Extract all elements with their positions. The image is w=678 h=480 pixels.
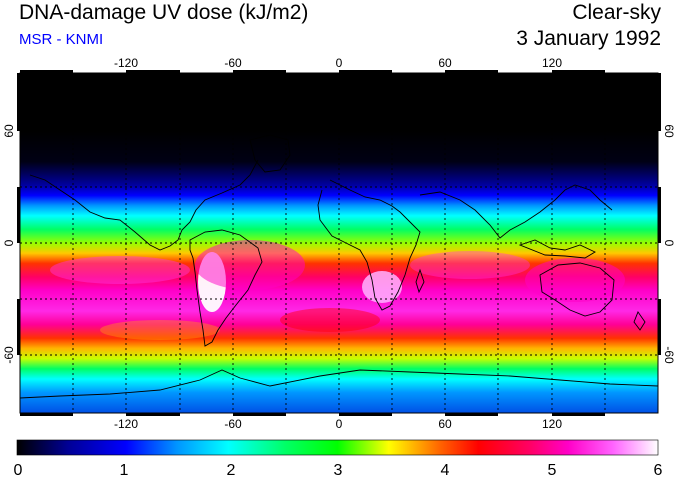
colorbar-label-3: 3 [334,462,343,479]
graticule [20,73,658,413]
source-label: MSR - KNMI [19,31,104,48]
lon-tick-top-minus-120: -120 [114,56,138,70]
coastlines [20,134,658,399]
sky-condition-label: Clear-sky [572,1,661,24]
new-zealand-coast [633,311,646,331]
map-title: DNA-damage UV dose (kJ/m2) [19,1,309,24]
colorbar-label-1: 1 [120,462,129,479]
lon-tick-top-60: 60 [438,56,452,70]
lon-tick-labels: -120 -60 0 60 120 -120 -60 0 60 120 [114,56,562,431]
lon-tick-bottom-60: 60 [438,417,452,431]
lat-tick-right-0: 0 [662,240,676,247]
colorbar-label-4: 4 [441,462,450,479]
lat-tick-left-minus-60: -60 [2,346,16,364]
madagascar-coast [415,268,425,294]
colorbar-label-6: 6 [654,462,663,479]
colorbar-label-5: 5 [548,462,557,479]
lat-tick-left-0: 0 [2,239,16,246]
south-america-coast [189,229,263,347]
asia-coast [419,184,613,239]
greenland-coast [249,134,291,173]
lon-tick-bottom-minus-60: -60 [224,417,242,431]
north-america-coast [29,159,259,251]
colorbar-label-0: 0 [14,462,23,479]
lon-tick-bottom-120: 120 [542,417,562,431]
antarctica-coast [20,369,658,399]
map-date: 3 January 1992 [516,27,661,50]
lon-tick-top-120: 120 [542,56,562,70]
south-africa-high-dose-patch [362,271,402,303]
colorbar-gradient [16,439,659,456]
australia-coast [539,262,615,317]
colorbar-label-2: 2 [227,462,236,479]
maritime-continent-coast [518,239,596,259]
lat-tick-labels: 60 0 -60 60 0 -60 [2,124,676,364]
lon-tick-bottom-minus-120: -120 [114,417,138,431]
lat-tick-right-60: 60 [662,124,676,138]
lon-tick-top-minus-60: -60 [224,56,242,70]
lon-tick-top-0: 0 [336,56,343,70]
lon-tick-bottom-0: 0 [336,417,343,431]
lat-tick-left-60: 60 [2,124,16,138]
lat-tick-right-minus-60: -60 [662,346,676,364]
map-frame [17,70,661,416]
colorbar: 0 1 2 3 4 5 6 [14,439,663,479]
